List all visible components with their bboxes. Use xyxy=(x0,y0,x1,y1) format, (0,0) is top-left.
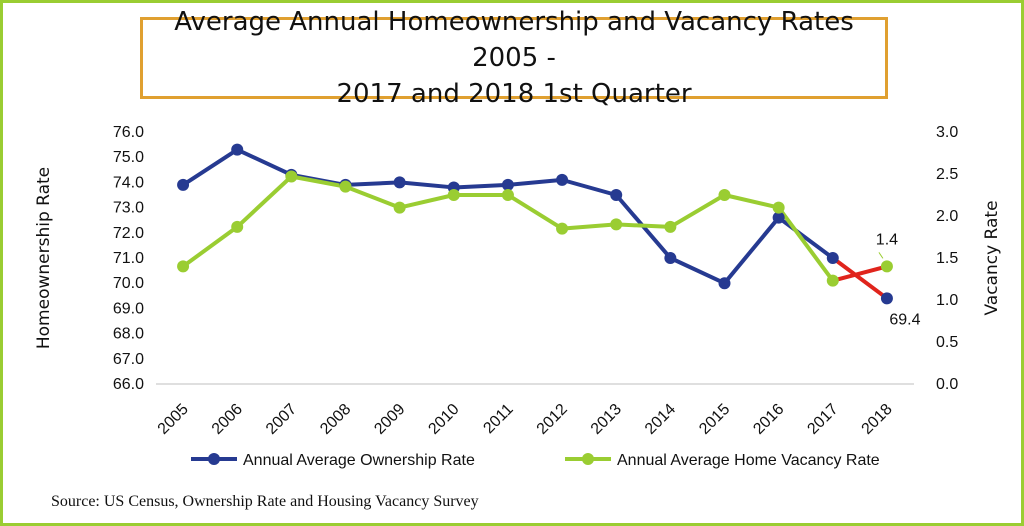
data-point-ownership xyxy=(826,252,839,264)
data-point-vacancy xyxy=(231,220,244,233)
data-label-vacancy-2018: 1.4 xyxy=(876,231,898,248)
x-tick-label: 2005 xyxy=(155,401,192,438)
data-point-vacancy xyxy=(285,170,298,183)
data-point-ownership xyxy=(177,178,190,191)
y-tick-label-right: 2.0 xyxy=(936,208,958,225)
y-tick-label-right: 2.5 xyxy=(936,166,958,183)
legend-label-ownership: Annual Average Ownership Rate xyxy=(243,452,475,469)
x-tick-label: 2007 xyxy=(263,401,300,438)
data-point-ownership xyxy=(610,189,623,201)
data-point-ownership xyxy=(231,143,244,156)
data-point-vacancy xyxy=(501,189,514,201)
chart-title-box: Average Annual Homeownership and Vacancy… xyxy=(140,7,888,109)
data-point-vacancy xyxy=(447,189,460,201)
y-tick-label-left: 69.0 xyxy=(113,300,144,317)
data-point-vacancy xyxy=(664,220,677,233)
y-tick-label-left: 70.0 xyxy=(113,275,144,292)
y-tick-label-left: 72.0 xyxy=(113,225,144,242)
chart-title: Average Annual Homeownership and Vacancy… xyxy=(174,7,854,109)
x-tick-label: 2016 xyxy=(750,401,787,438)
line-chart: 76.0 75.0 74.0 73.0 72.0 71.0 70.0 69.0 68.0 67.0… xyxy=(34,124,1002,469)
y-tick-label-right: 0.0 xyxy=(936,376,958,393)
highlight-segment-vacancy xyxy=(830,264,889,283)
y-tick-label-right: 1.5 xyxy=(936,250,958,267)
y-tick-label-left: 76.0 xyxy=(113,124,144,141)
x-tick-label: 2006 xyxy=(209,401,246,438)
x-tick-label: 2009 xyxy=(371,401,408,438)
legend-label-vacancy: Annual Average Home Vacancy Rate xyxy=(617,452,880,469)
data-point-vacancy xyxy=(610,218,623,231)
data-point-vacancy xyxy=(826,274,839,287)
series-line-ownership xyxy=(181,147,834,286)
data-point-vacancy xyxy=(718,189,731,201)
data-point-vacancy xyxy=(880,260,893,273)
data-label-ownership-2018: 69.4 xyxy=(889,311,920,328)
data-point-vacancy xyxy=(772,201,785,214)
highlight-segment-ownership xyxy=(830,256,889,301)
x-tick-label: 2015 xyxy=(696,401,733,438)
legend-marker-vacancy xyxy=(582,453,594,465)
y-tick-label-right: 3.0 xyxy=(936,124,958,141)
y-tick-label-left: 71.0 xyxy=(113,250,144,267)
data-label-leader xyxy=(878,252,884,259)
y-tick-label-left: 74.0 xyxy=(113,174,144,191)
data-point-ownership xyxy=(880,292,893,305)
x-tick-label: 2010 xyxy=(425,401,462,438)
data-point-vacancy xyxy=(556,222,569,235)
y-tick-label-left: 67.0 xyxy=(113,351,144,368)
data-point-ownership xyxy=(501,178,514,191)
source-note: Source: US Census, Ownership Rate and Ho… xyxy=(51,493,479,510)
y-tick-label-left: 75.0 xyxy=(113,149,144,166)
x-tick-label: 2008 xyxy=(317,401,354,438)
data-point-ownership xyxy=(664,252,677,264)
x-tick-label: 2011 xyxy=(480,401,516,437)
y-axis-title-right: Vacancy Rate xyxy=(982,200,1002,315)
x-tick-label: 2014 xyxy=(642,401,679,438)
x-tick-label: 2012 xyxy=(534,401,571,438)
x-tick-label: 2017 xyxy=(804,401,841,438)
data-point-ownership xyxy=(393,176,406,189)
data-point-vacancy xyxy=(177,260,190,273)
data-point-ownership xyxy=(772,211,785,224)
y-axis-title-left: Homeownership Rate xyxy=(34,167,54,349)
y-tick-label-left: 66.0 xyxy=(113,376,144,393)
data-point-vacancy xyxy=(393,201,406,214)
data-point-ownership xyxy=(718,277,731,290)
legend-marker-ownership xyxy=(208,453,220,465)
y-tick-label-right: 1.0 xyxy=(936,292,958,309)
x-tick-label: 2013 xyxy=(588,401,625,438)
y-tick-label-left: 68.0 xyxy=(113,326,144,343)
x-tick-label: 2018 xyxy=(859,401,896,438)
y-tick-label-right: 0.5 xyxy=(936,334,958,351)
y-tick-label-left: 73.0 xyxy=(113,200,144,217)
data-point-vacancy xyxy=(339,180,352,193)
data-point-ownership xyxy=(556,173,569,186)
